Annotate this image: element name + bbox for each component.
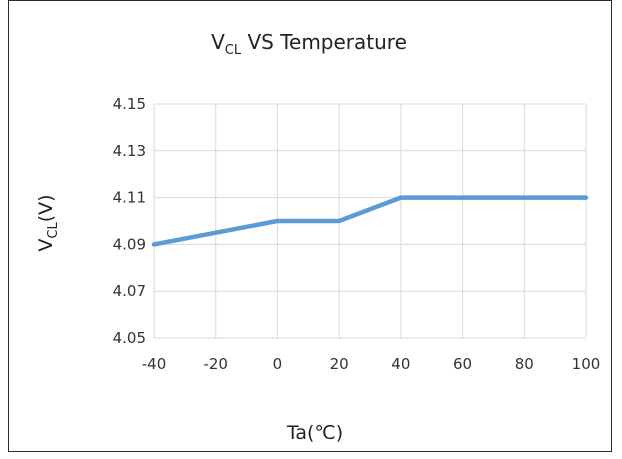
x-tick-label: 80 <box>515 355 534 373</box>
y-tick-labels: 4.05 4.07 4.09 4.11 4.13 4.15 <box>113 95 146 347</box>
x-tick-label: 20 <box>330 355 349 373</box>
chart-frame: VCL VS Temperature 4.05 4.07 4.09 4.11 4.13 4… <box>8 0 612 452</box>
y-tick-label: 4.05 <box>113 329 146 347</box>
grid-lines <box>153 103 587 339</box>
x-axis-title: Ta(℃) <box>286 422 343 444</box>
x-tick-label: 100 <box>572 355 601 373</box>
series-line <box>151 195 589 247</box>
y-tick-label: 4.11 <box>113 189 146 207</box>
y-tick-label: 4.15 <box>113 95 146 113</box>
y-tick-label: 4.09 <box>113 235 146 253</box>
x-tick-label: -40 <box>142 355 167 373</box>
x-tick-label: 60 <box>453 355 472 373</box>
x-tick-label: 0 <box>273 355 283 373</box>
x-tick-labels: -40 -20 0 20 40 60 80 100 <box>142 355 601 373</box>
y-axis-title: VCL(V) <box>35 194 61 251</box>
chart-title: VCL VS Temperature <box>211 30 407 58</box>
y-tick-label: 4.13 <box>113 142 146 160</box>
x-tick-label: -20 <box>203 355 228 373</box>
series-lines <box>151 195 589 247</box>
chart-svg: VCL VS Temperature 4.054.074.094.114.134… <box>35 30 601 444</box>
x-tick-label: 40 <box>391 355 410 373</box>
y-tick-label: 4.07 <box>113 282 146 300</box>
